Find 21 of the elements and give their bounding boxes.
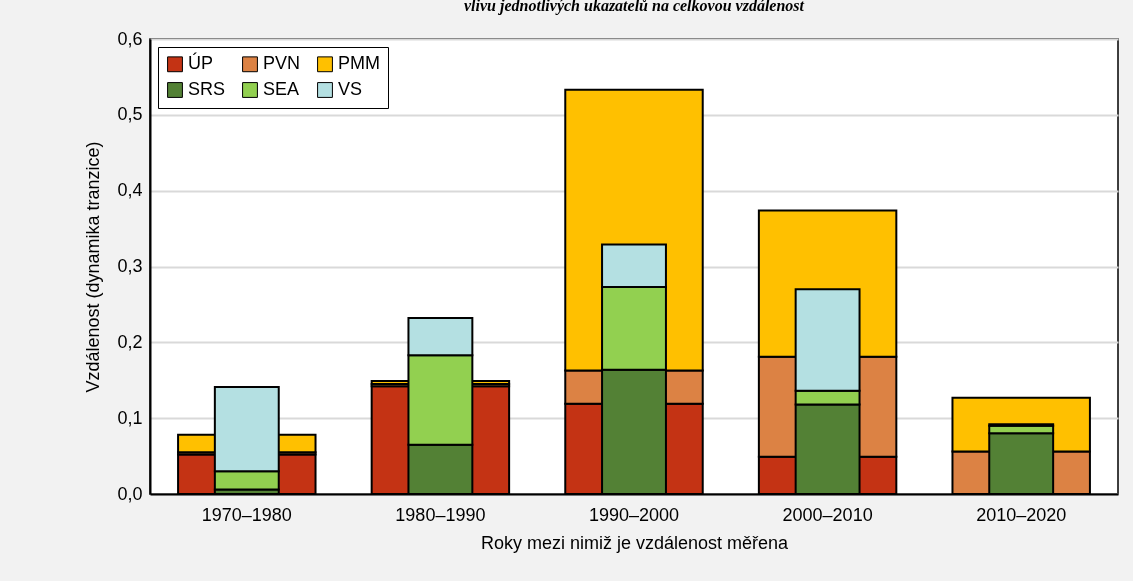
legend-label: ÚP bbox=[188, 52, 214, 74]
x-tick-label: 1970–1980 bbox=[201, 504, 292, 525]
y-tick-label: 0,6 bbox=[117, 28, 143, 49]
y-axis-title: Vzdálenost (dynamika tranzice) bbox=[83, 141, 104, 393]
legend-label: SEA bbox=[263, 79, 300, 99]
chart-title: vlivu jednotlivých ukazatelů na celkovou vzdálenost bbox=[464, 0, 805, 15]
x-tick-label: 1980–1990 bbox=[395, 504, 486, 525]
legend-label: PMM bbox=[338, 53, 380, 74]
x-tick-label: 2000–2010 bbox=[782, 504, 873, 525]
legend-label: VS bbox=[338, 79, 363, 99]
y-tick-label: 0,0 bbox=[117, 483, 143, 504]
y-tick-label: 0,2 bbox=[117, 331, 143, 352]
x-tick-label: 1990–2000 bbox=[588, 504, 680, 525]
legend-label: SRS bbox=[188, 79, 226, 99]
y-tick-label: 0,5 bbox=[117, 104, 143, 125]
legend-label: PVN bbox=[263, 53, 301, 74]
y-tick-label: 0,3 bbox=[117, 256, 143, 276]
x-tick-label: 2010–2020 bbox=[976, 504, 1067, 525]
y-tick-label: 0,4 bbox=[117, 180, 143, 201]
y-tick-label: 0,1 bbox=[117, 407, 143, 428]
x-axis-title: Roky mezi nimiž je vzdálenost měřena bbox=[480, 532, 790, 553]
